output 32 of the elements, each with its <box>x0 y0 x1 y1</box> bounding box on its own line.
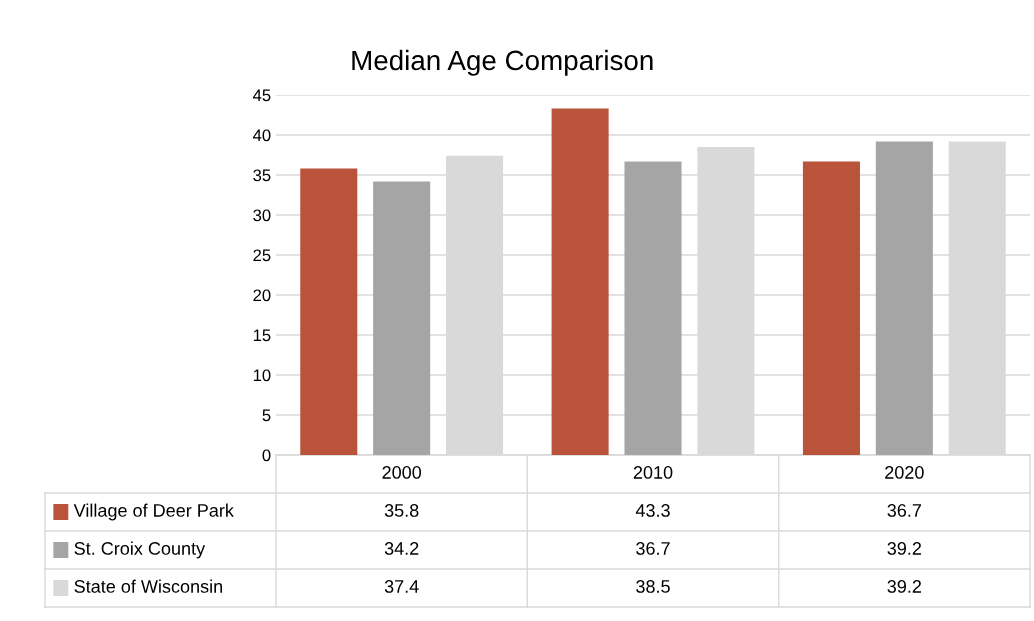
data-label: 36.7 <box>636 542 670 555</box>
data-label: 39.2 <box>887 580 921 593</box>
y-tick-label: 40 <box>252 129 271 142</box>
x-tick-label: 2000 <box>382 466 422 479</box>
data-label: 43.3 <box>635 504 670 517</box>
legend-label: St. Croix County <box>74 541 206 559</box>
bar <box>551 108 609 455</box>
bar <box>373 181 431 455</box>
bar <box>802 161 860 455</box>
data-label: 39.2 <box>887 542 921 555</box>
x-tick-label: 2010 <box>633 466 673 479</box>
y-tick-label: 30 <box>253 209 271 222</box>
data-label: 34.2 <box>384 542 419 555</box>
data-label: 37.4 <box>384 580 419 593</box>
y-tick-label: 20 <box>253 289 271 302</box>
y-tick-label: 35 <box>253 169 271 182</box>
y-tick-label: 45 <box>252 89 271 102</box>
legend-label: State of Wisconsin <box>74 579 222 593</box>
x-tick-label: 2020 <box>885 466 924 479</box>
y-tick-label: 0 <box>262 449 271 462</box>
data-label: 36.7 <box>887 504 921 517</box>
y-tick-label: 5 <box>262 409 271 422</box>
bar <box>875 141 933 455</box>
y-tick-label: 25 <box>253 249 271 262</box>
legend-label: Village of Deer Park <box>73 503 234 521</box>
bar <box>300 168 358 455</box>
data-label: 38.5 <box>636 580 670 593</box>
chart-title: Median Age Comparison <box>352 49 653 76</box>
y-tick-label: 10 <box>253 369 271 382</box>
bar <box>624 161 682 455</box>
data-label: 35.8 <box>384 504 419 517</box>
y-tick-label: 15 <box>253 329 271 342</box>
